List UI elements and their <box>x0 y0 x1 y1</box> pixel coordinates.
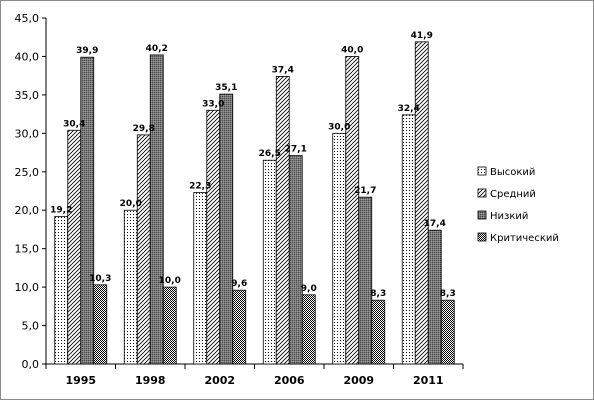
bar-checker-2009 <box>371 299 386 365</box>
legend-swatch <box>477 188 487 198</box>
bar-diagonal-2009 <box>345 56 360 365</box>
bar-checker-2006 <box>301 294 316 365</box>
bar-diagonal-1995 <box>67 129 82 365</box>
y-tick-label: 30,0 <box>15 127 40 140</box>
y-tick-label: 35,0 <box>15 89 40 102</box>
bar-gray-2011 <box>427 229 442 365</box>
y-tick-label: 40,0 <box>15 50 40 63</box>
data-label: 30,0 <box>328 122 350 132</box>
bar-gray-2002 <box>219 93 234 365</box>
bar-dots-1998 <box>123 209 138 365</box>
y-tick-label: 5,0 <box>22 320 40 333</box>
x-tick-label: 2002 <box>204 374 235 387</box>
data-label: 10,3 <box>89 274 111 284</box>
data-label: 22,3 <box>189 182 211 192</box>
data-label: 27,1 <box>285 145 307 155</box>
bar-dots-2011 <box>401 114 416 365</box>
bar-diagonal-2011 <box>414 41 429 365</box>
data-label: 35,1 <box>215 83 237 93</box>
bar-diagonal-2006 <box>275 76 290 365</box>
bar-gray-2009 <box>358 196 373 365</box>
x-tick-label: 1995 <box>65 374 96 387</box>
data-labels: 19,2 30,4 39,9 10,3 20,0 29,8 40,2 10,0 22,3 33,0… <box>50 31 456 299</box>
data-label: 37,4 <box>272 65 294 75</box>
y-tick-label: 0,0 <box>22 358 40 371</box>
bar-gray-1998 <box>149 54 164 365</box>
y-tick-label: 20,0 <box>15 204 40 217</box>
data-label: 33,0 <box>202 99 224 109</box>
data-label: 9,0 <box>301 284 317 294</box>
data-label: 32,4 <box>398 104 420 114</box>
bar-dots-2009 <box>332 132 347 365</box>
y-tick-label: 10,0 <box>15 281 40 294</box>
legend: Высокий Средний Низкий Критический <box>477 166 559 244</box>
data-label: 20,0 <box>120 199 142 209</box>
data-label: 8,3 <box>370 289 386 299</box>
bar-checker-2002 <box>232 289 247 365</box>
data-label: 10,0 <box>159 276 181 286</box>
legend-label: Низкий <box>490 211 528 222</box>
bar-dots-2006 <box>262 159 277 365</box>
data-label: 39,9 <box>76 46 98 56</box>
bar-checker-2011 <box>440 299 455 365</box>
bars <box>54 41 455 365</box>
bar-checker-1998 <box>162 286 177 365</box>
data-label: 29,8 <box>133 124 155 134</box>
legend-label: Высокий <box>490 167 535 178</box>
data-label: 17,4 <box>424 219 446 229</box>
axes: 0,0 5,0 10,0 15,0 20,0 25,0 30,0 35,0 40,0 45,0 19… <box>15 12 464 387</box>
data-label: 19,2 <box>50 205 72 215</box>
bar-diagonal-1998 <box>136 134 151 365</box>
x-tick-label: 2009 <box>343 374 374 387</box>
legend-label: Критический <box>490 233 559 244</box>
data-label: 40,2 <box>146 44 168 54</box>
y-tick-label: 45,0 <box>15 12 40 25</box>
bar-checker-1995 <box>93 284 108 365</box>
legend-swatch <box>477 166 487 176</box>
data-label: 9,6 <box>231 279 247 289</box>
x-tick-label: 1998 <box>135 374 166 387</box>
data-label: 41,9 <box>411 31 433 41</box>
bar-dots-1995 <box>54 215 69 365</box>
bar-diagonal-2002 <box>206 109 221 365</box>
bar-gray-2006 <box>288 155 303 365</box>
y-tick-label: 25,0 <box>15 166 40 179</box>
data-label: 30,4 <box>63 119 85 129</box>
legend-swatch <box>477 210 487 220</box>
y-tick-label: 15,0 <box>15 243 40 256</box>
bar-gray-1995 <box>80 56 95 365</box>
x-tick-label: 2006 <box>274 374 305 387</box>
legend-label: Средний <box>490 189 536 200</box>
data-label: 40,0 <box>341 45 363 55</box>
bar-dots-2002 <box>193 192 208 365</box>
legend-swatch <box>477 232 487 242</box>
x-tick-label: 2011 <box>413 374 444 387</box>
data-label: 8,3 <box>440 289 456 299</box>
data-label: 26,5 <box>259 149 281 159</box>
data-label: 21,7 <box>354 186 376 196</box>
